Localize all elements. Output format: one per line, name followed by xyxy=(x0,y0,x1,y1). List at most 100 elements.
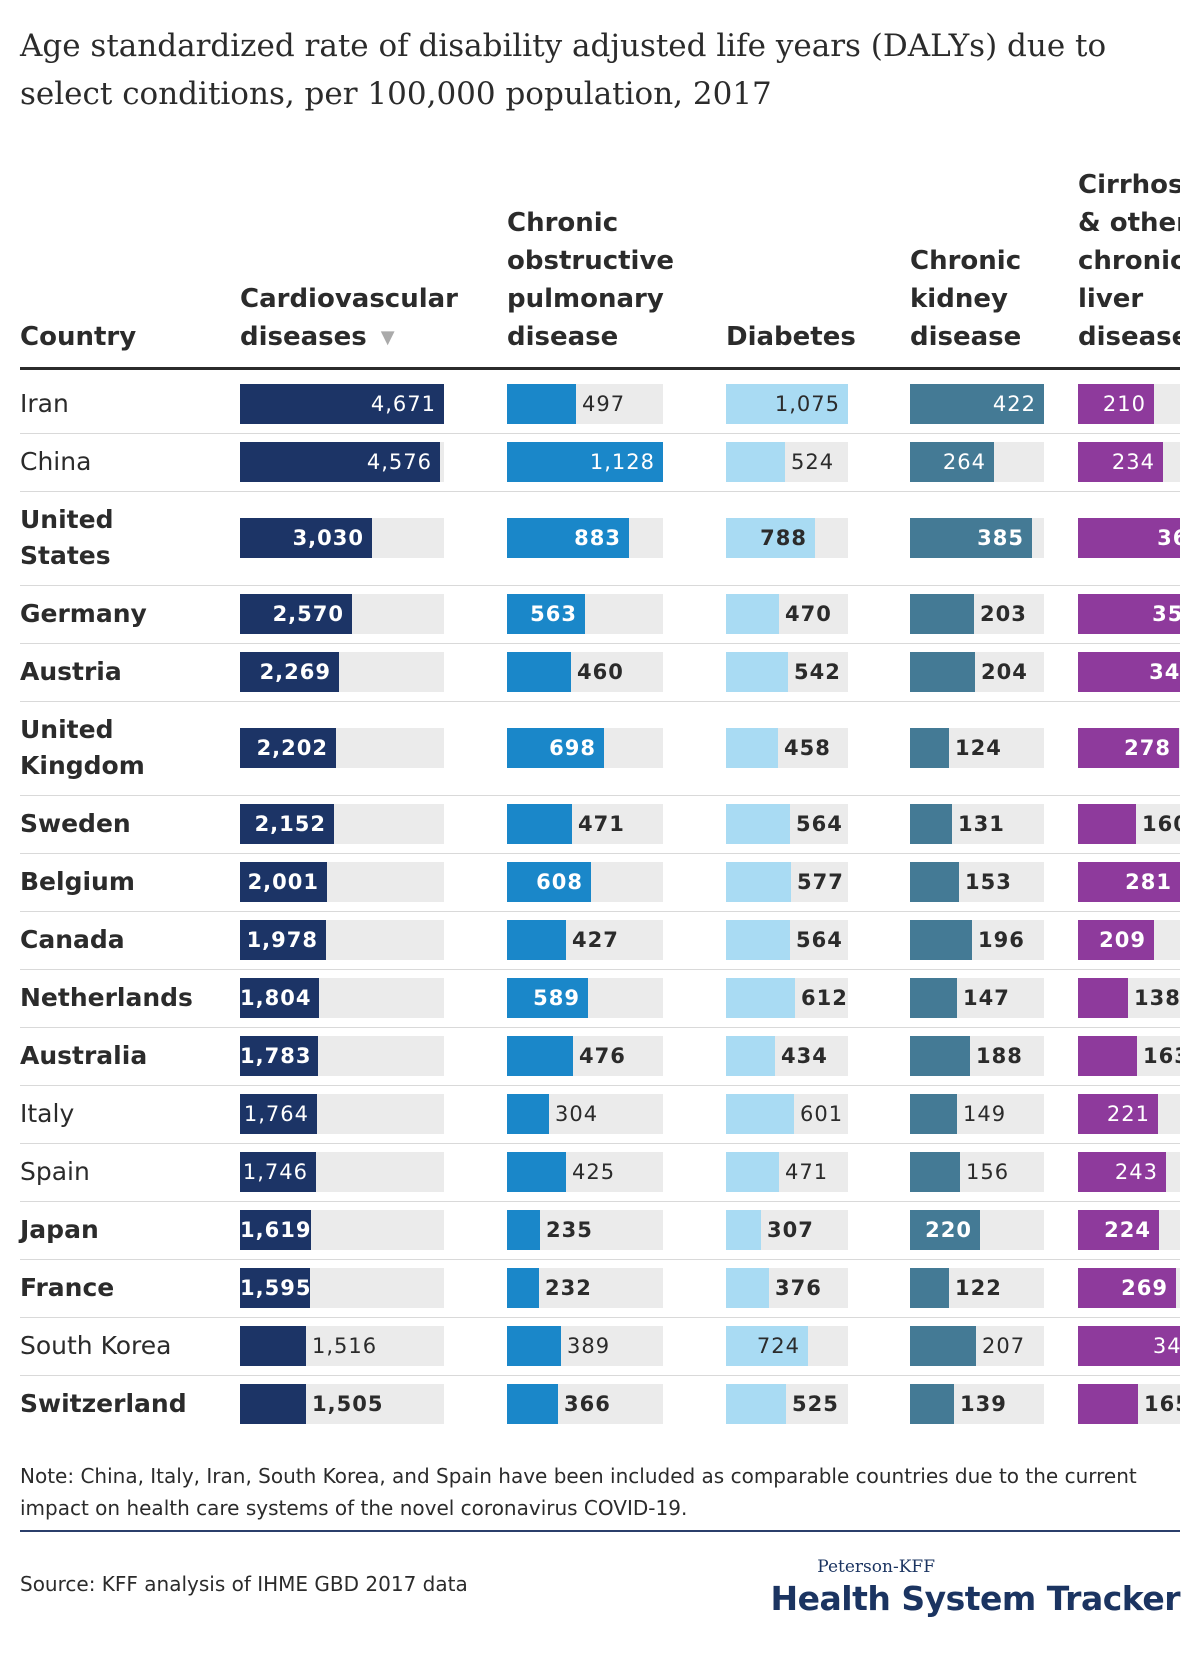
bar-cardiovascular[interactable] xyxy=(240,1210,311,1250)
bar-copd[interactable] xyxy=(507,442,663,482)
bar-track-liver: 346 xyxy=(1078,652,1180,692)
bar-kidney[interactable] xyxy=(910,1036,970,1076)
column-header-country[interactable]: Country xyxy=(20,318,136,356)
column-header-cardiovascular[interactable]: Cardiovascular diseases ▼ xyxy=(240,280,458,357)
bar-diabetes[interactable] xyxy=(726,862,791,902)
bar-diabetes[interactable] xyxy=(726,728,778,768)
bar-copd[interactable] xyxy=(507,920,566,960)
bar-track-liver: 209 xyxy=(1078,920,1180,960)
bar-diabetes[interactable] xyxy=(726,1094,794,1134)
bar-track-liver: 163 xyxy=(1078,1036,1180,1076)
bar-copd[interactable] xyxy=(507,728,604,768)
column-header-kidney[interactable]: Chronic kidney disease xyxy=(910,242,1021,356)
bar-diabetes[interactable] xyxy=(726,1210,761,1250)
bar-copd[interactable] xyxy=(507,1384,558,1424)
column-header-liver[interactable]: Cirrhosis & other chronic liver diseases xyxy=(1078,166,1180,356)
bar-liver[interactable] xyxy=(1078,1210,1159,1250)
bar-cardiovascular[interactable] xyxy=(240,1094,317,1134)
bar-liver[interactable] xyxy=(1078,1152,1166,1192)
bar-liver[interactable] xyxy=(1078,1326,1180,1366)
bar-cardiovascular[interactable] xyxy=(240,1326,306,1366)
bar-kidney[interactable] xyxy=(910,594,974,634)
bar-liver[interactable] xyxy=(1078,1094,1158,1134)
bar-liver[interactable] xyxy=(1078,594,1180,634)
bar-kidney[interactable] xyxy=(910,1326,976,1366)
bar-copd[interactable] xyxy=(507,1152,566,1192)
sort-down-triangle-icon[interactable]: ▼ xyxy=(380,326,395,348)
bar-kidney[interactable] xyxy=(910,1094,957,1134)
bar-copd[interactable] xyxy=(507,518,629,558)
bar-copd[interactable] xyxy=(507,804,572,844)
bar-kidney[interactable] xyxy=(910,978,957,1018)
logo[interactable]: Peterson-KFF Health System Tracker xyxy=(771,1557,1181,1618)
bar-cardiovascular[interactable] xyxy=(240,1036,318,1076)
bar-cardiovascular[interactable] xyxy=(240,862,327,902)
bar-kidney[interactable] xyxy=(910,920,972,960)
bar-liver[interactable] xyxy=(1078,442,1163,482)
bar-diabetes[interactable] xyxy=(726,1152,779,1192)
bar-liver[interactable] xyxy=(1078,728,1179,768)
bar-cardiovascular[interactable] xyxy=(240,1384,306,1424)
bar-liver[interactable] xyxy=(1078,384,1154,424)
bar-diabetes[interactable] xyxy=(726,1036,775,1076)
bar-kidney[interactable] xyxy=(910,862,959,902)
bar-diabetes[interactable] xyxy=(726,1268,769,1308)
bar-kidney[interactable] xyxy=(910,1210,980,1250)
bar-track-liver: 138 xyxy=(1078,978,1180,1018)
bar-copd[interactable] xyxy=(507,652,571,692)
bar-liver[interactable] xyxy=(1078,1268,1176,1308)
bar-track-diabetes: 525 xyxy=(726,1384,848,1424)
bar-kidney[interactable] xyxy=(910,518,1032,558)
bar-liver[interactable] xyxy=(1078,652,1180,692)
bar-copd[interactable] xyxy=(507,594,585,634)
bar-kidney[interactable] xyxy=(910,442,994,482)
bar-copd[interactable] xyxy=(507,862,591,902)
bar-diabetes[interactable] xyxy=(726,518,815,558)
bar-liver[interactable] xyxy=(1078,518,1180,558)
bar-cardiovascular[interactable] xyxy=(240,1268,310,1308)
bar-cardiovascular[interactable] xyxy=(240,728,336,768)
bar-diabetes[interactable] xyxy=(726,652,788,692)
bar-liver[interactable] xyxy=(1078,920,1154,960)
bar-kidney[interactable] xyxy=(910,1152,960,1192)
column-header-diabetes[interactable]: Diabetes xyxy=(726,318,856,356)
bar-liver[interactable] xyxy=(1078,862,1180,902)
bar-copd[interactable] xyxy=(507,1326,561,1366)
bar-kidney[interactable] xyxy=(910,1384,954,1424)
bar-cardiovascular[interactable] xyxy=(240,518,372,558)
bar-kidney[interactable] xyxy=(910,384,1044,424)
bar-kidney[interactable] xyxy=(910,652,975,692)
column-header-copd[interactable]: Chronic obstructive pulmonary disease xyxy=(507,204,674,356)
bar-liver[interactable] xyxy=(1078,1036,1137,1076)
bar-copd[interactable] xyxy=(507,1268,539,1308)
bar-cardiovascular[interactable] xyxy=(240,652,339,692)
bar-copd[interactable] xyxy=(507,1036,573,1076)
bar-copd[interactable] xyxy=(507,1210,540,1250)
bar-diabetes[interactable] xyxy=(726,442,785,482)
bar-cardiovascular[interactable] xyxy=(240,1152,316,1192)
bar-cardiovascular[interactable] xyxy=(240,384,444,424)
value-label-diabetes: 1,075 xyxy=(774,392,840,416)
bar-kidney[interactable] xyxy=(910,728,949,768)
bar-diabetes[interactable] xyxy=(726,920,790,960)
bar-diabetes[interactable] xyxy=(726,384,848,424)
bar-kidney[interactable] xyxy=(910,804,952,844)
bar-copd[interactable] xyxy=(507,978,588,1018)
bar-cardiovascular[interactable] xyxy=(240,594,352,634)
bar-diabetes[interactable] xyxy=(726,1326,808,1366)
bar-liver[interactable] xyxy=(1078,978,1128,1018)
bar-cardiovascular[interactable] xyxy=(240,442,440,482)
bar-diabetes[interactable] xyxy=(726,978,795,1018)
bar-liver[interactable] xyxy=(1078,804,1136,844)
bar-cardiovascular[interactable] xyxy=(240,804,334,844)
bar-diabetes[interactable] xyxy=(726,594,779,634)
bar-copd[interactable] xyxy=(507,1094,549,1134)
bar-kidney[interactable] xyxy=(910,1268,949,1308)
value-label-cardiovascular: 4,576 xyxy=(366,450,432,474)
bar-diabetes[interactable] xyxy=(726,1384,786,1424)
bar-diabetes[interactable] xyxy=(726,804,790,844)
bar-cardiovascular[interactable] xyxy=(240,978,319,1018)
bar-copd[interactable] xyxy=(507,384,576,424)
bar-liver[interactable] xyxy=(1078,1384,1138,1424)
bar-cardiovascular[interactable] xyxy=(240,920,326,960)
